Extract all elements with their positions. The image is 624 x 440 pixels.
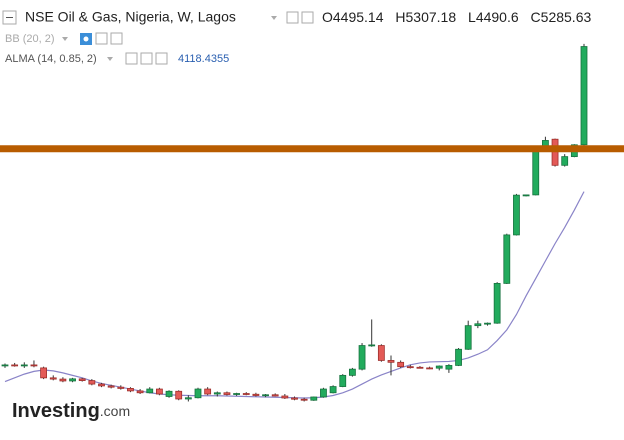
ohlc-value: 4495.14 bbox=[333, 9, 384, 25]
candle-body bbox=[98, 383, 105, 387]
candle-body bbox=[78, 378, 86, 381]
candle-body bbox=[455, 348, 462, 366]
candle-body bbox=[291, 397, 298, 400]
candle-body bbox=[204, 388, 212, 395]
candle-body bbox=[252, 393, 260, 396]
remove-icon[interactable] bbox=[110, 32, 123, 45]
candle-body bbox=[233, 393, 241, 395]
settings-icon[interactable] bbox=[95, 32, 108, 45]
ohlc-label: H bbox=[395, 9, 405, 25]
candle-body bbox=[387, 360, 395, 363]
candle-body bbox=[69, 378, 76, 382]
candle-body bbox=[155, 388, 163, 395]
candle-body bbox=[20, 364, 28, 367]
indicator-value: 4118.4355 bbox=[178, 53, 229, 65]
remove-icon[interactable] bbox=[155, 52, 168, 65]
candle-body bbox=[300, 398, 308, 401]
candle-body bbox=[426, 367, 434, 370]
candle-body bbox=[493, 282, 501, 324]
ohlc-label: L bbox=[468, 9, 476, 25]
candle-body bbox=[175, 390, 183, 400]
candle-body bbox=[11, 364, 19, 367]
candle-body bbox=[271, 394, 279, 397]
logo: Investing.com bbox=[12, 400, 130, 422]
settings-icon[interactable] bbox=[301, 11, 314, 24]
candle-body bbox=[580, 46, 588, 146]
ohlc-value: 5285.63 bbox=[541, 9, 592, 25]
indicator-name: ALMA (14, 0.85, 2) bbox=[5, 53, 97, 65]
candle-body bbox=[88, 380, 96, 385]
candle-body bbox=[474, 323, 482, 327]
ohlc-label: O bbox=[322, 9, 333, 25]
candle-body bbox=[146, 388, 154, 394]
candle-body bbox=[532, 149, 540, 196]
candle-body bbox=[416, 366, 424, 369]
hide-icon[interactable] bbox=[286, 11, 299, 24]
candle-body bbox=[561, 156, 569, 166]
candle-body bbox=[40, 367, 47, 379]
candle-body bbox=[262, 394, 269, 397]
candle-body bbox=[184, 397, 192, 400]
indicator-name: BB (20, 2) bbox=[5, 33, 55, 45]
candle-body bbox=[464, 325, 472, 350]
candle-body bbox=[310, 396, 318, 401]
candle-body bbox=[406, 366, 414, 369]
candle-body bbox=[127, 388, 134, 392]
candle-body bbox=[213, 392, 221, 395]
ohlc-value: 4490.6 bbox=[476, 9, 519, 25]
candle-body bbox=[445, 365, 453, 370]
ohlc: O4495.14 H5307.18 L4490.6 C5285.63 bbox=[322, 9, 591, 25]
candle-body bbox=[358, 345, 366, 370]
ohlc-value: 5307.18 bbox=[406, 9, 457, 25]
candle-body bbox=[107, 385, 115, 388]
candle-body bbox=[435, 365, 443, 369]
candle-body bbox=[242, 393, 250, 395]
candle-body bbox=[59, 378, 67, 382]
candle-body bbox=[223, 392, 231, 395]
plot-area bbox=[0, 43, 624, 402]
ohlc-label: C bbox=[531, 9, 541, 25]
candle-body bbox=[165, 390, 173, 397]
chart-title: NSE Oil & Gas, Nigeria, W, Lagos bbox=[25, 9, 236, 25]
candle-body bbox=[522, 194, 530, 197]
candle-body bbox=[320, 388, 327, 398]
settings-icon[interactable] bbox=[140, 52, 153, 65]
candle-body bbox=[49, 377, 57, 380]
candle-body bbox=[368, 344, 376, 347]
candle-body bbox=[281, 395, 289, 399]
candle-body bbox=[30, 364, 38, 367]
candle-body bbox=[117, 386, 125, 389]
logo-suffix: .com bbox=[100, 403, 130, 419]
collapse-icon[interactable] bbox=[2, 10, 17, 25]
candle-body bbox=[513, 194, 520, 236]
candle-body bbox=[339, 374, 347, 387]
dropdown[interactable] bbox=[107, 57, 113, 61]
candle-body bbox=[484, 322, 491, 325]
candle-body bbox=[194, 388, 202, 399]
candle-body bbox=[1, 364, 9, 367]
logo-text: Investing bbox=[12, 400, 100, 422]
candle-body bbox=[329, 386, 337, 394]
candle-body bbox=[397, 361, 405, 368]
dropdown[interactable] bbox=[62, 37, 68, 41]
candle-body bbox=[377, 345, 385, 361]
show-icon-eye bbox=[83, 36, 89, 42]
hide-icon[interactable] bbox=[125, 52, 138, 65]
candle-body bbox=[136, 390, 144, 394]
dropdown[interactable] bbox=[271, 16, 277, 20]
candle-body bbox=[348, 368, 356, 376]
candle-body bbox=[503, 234, 511, 284]
